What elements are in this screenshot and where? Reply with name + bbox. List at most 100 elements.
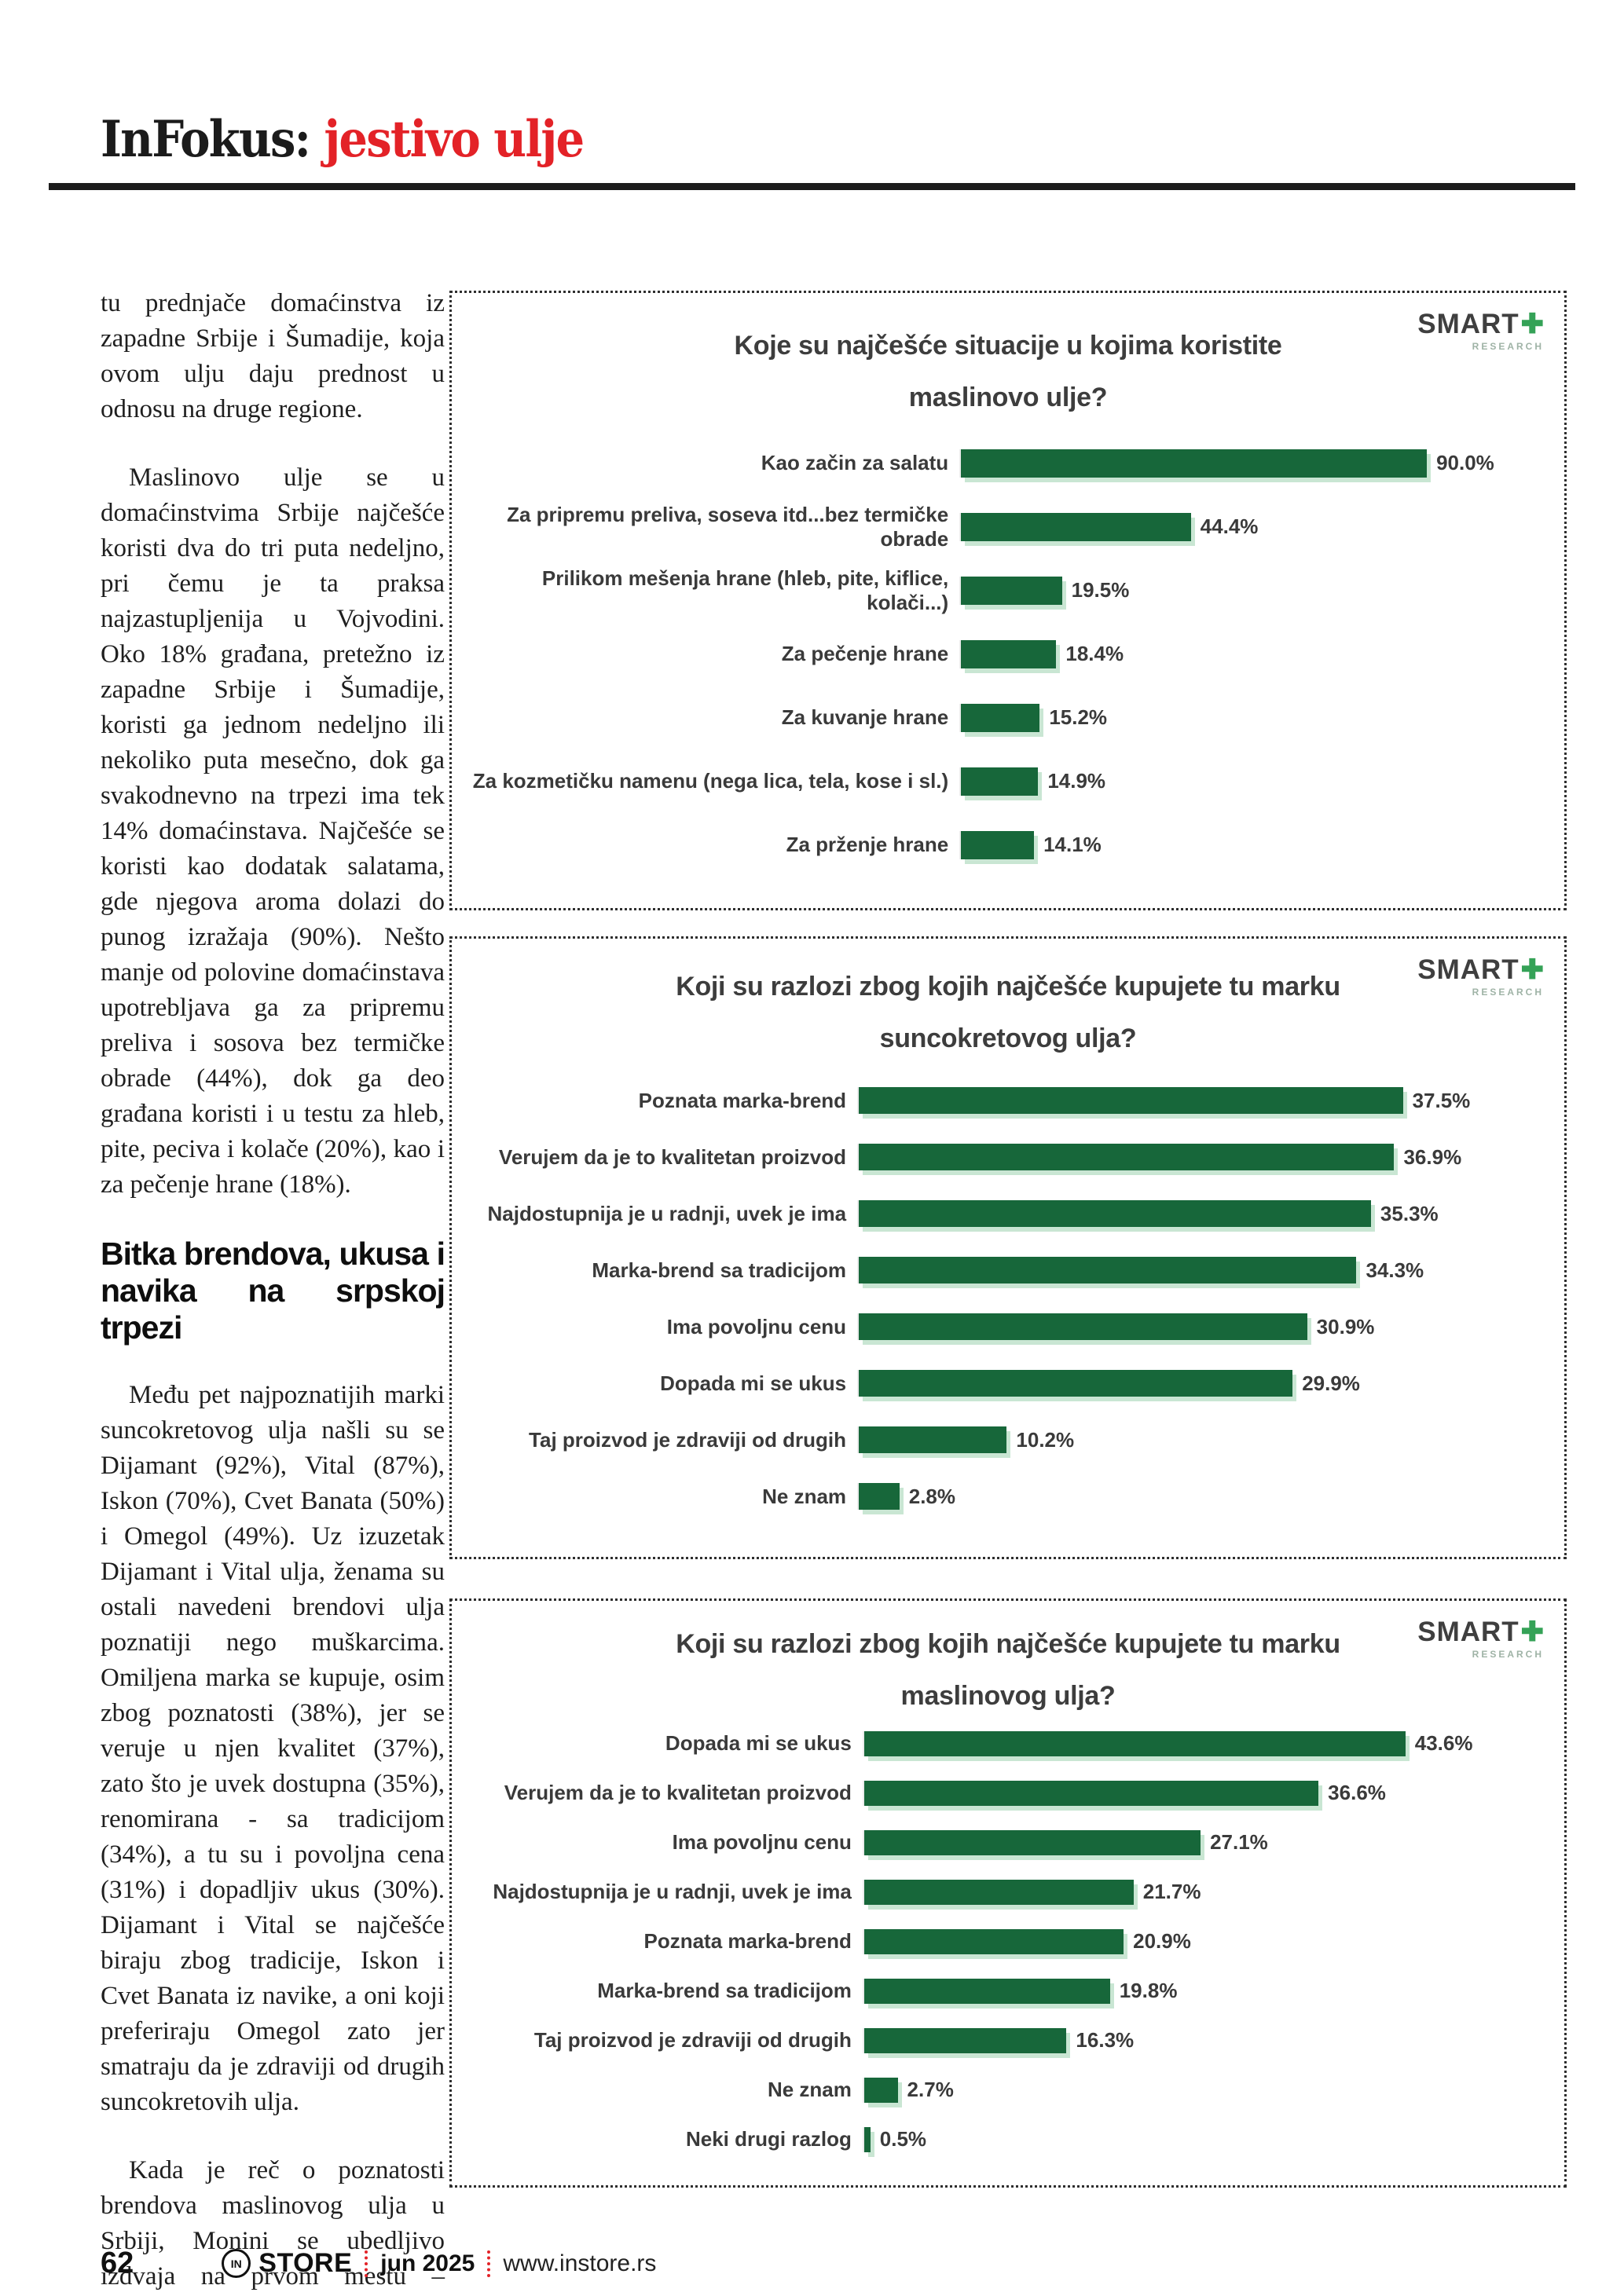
chart-box-olive-oil-reasons: SMART✚ RESEARCH Koji su razlozi zbog koj… (449, 1598, 1567, 2188)
bar-row: Ne znam 2.7% (464, 2065, 1541, 2115)
category-label: Poznata marka-brend (643, 1929, 852, 1954)
bar-row: Kao začin za salatu 90.0% (464, 431, 1541, 495)
smart-research-logo: SMART✚ RESEARCH (1417, 310, 1544, 351)
article-column: tu prednjače domaćinstva iz zapadne Srbi… (101, 286, 445, 2296)
bar (961, 512, 1191, 541)
bar-row: Marka-brend sa tradicijom 19.8% (464, 1966, 1541, 2016)
value-label: 16.3% (1076, 2028, 1135, 2052)
value-label: 20.9% (1133, 1929, 1191, 1953)
bar-row: Najdostupnija je u radnji, uvek je ima 35… (464, 1185, 1541, 1242)
logo-text: SMART (1417, 954, 1520, 985)
bar (863, 1780, 1319, 1806)
bar (863, 2027, 1067, 2053)
bar (863, 1978, 1110, 2004)
instore-brand: IN STORE (222, 2248, 352, 2279)
logo-subtext: RESEARCH (1472, 1649, 1544, 1660)
category-label: Ne znam (762, 1484, 847, 1508)
bar-row: Dopada mi se ukus 29.9% (464, 1355, 1541, 1412)
bar (859, 1313, 1307, 1340)
bar (863, 1879, 1134, 1905)
bar-row: Poznata marka-brend 37.5% (464, 1072, 1541, 1129)
value-label: 34.3% (1366, 1258, 1424, 1282)
bar (859, 1483, 900, 1510)
bar-track: 37.5% (857, 1087, 1541, 1114)
category-label: Za prženje hrane (786, 833, 949, 857)
logo-text: SMART (1417, 1617, 1520, 1647)
masthead-topic: jestivo ulje (324, 110, 585, 169)
bar-track: 90.0% (959, 449, 1541, 478)
bar-row: Za pripremu preliva, soseva itd...bez te… (464, 495, 1541, 558)
value-label: 10.2% (1016, 1427, 1075, 1452)
value-label: 30.9% (1316, 1314, 1375, 1338)
smart-research-logo: SMART✚ RESEARCH (1417, 956, 1544, 997)
value-label: 35.3% (1380, 1201, 1439, 1225)
value-label: 27.1% (1210, 1830, 1268, 1854)
footer-separator (487, 2250, 491, 2277)
bar-chart: Dopada mi se ukus 43.6% Verujem da je to k… (464, 1719, 1541, 2164)
chart-title: Koji su razlozi zbog kojih najčešće kupu… (676, 1629, 1340, 1711)
bar-row: Ima povoljnu cenu 30.9% (464, 1298, 1541, 1355)
bar-track: 15.2% (959, 703, 1541, 732)
value-label: 29.9% (1302, 1371, 1360, 1395)
category-label: Poznata marka-brend (638, 1088, 847, 1112)
masthead-prefix: InFokus: (101, 110, 324, 169)
bar-track: 34.3% (857, 1257, 1541, 1283)
page-footer: 62 IN STORE jun 2025 www.instore.rs (101, 2247, 656, 2280)
article-subhead: Bitka brendova, ukusa i navika na srpsko… (101, 1236, 445, 1346)
bar-track: 29.9% (857, 1370, 1541, 1397)
chart-box-sunflower-oil-reasons: SMART✚ RESEARCH Koji su razlozi zbog koj… (449, 936, 1567, 1559)
value-label: 15.2% (1049, 705, 1108, 729)
bar-row: Najdostupnija je u radnji, uvek je ima 21… (464, 1867, 1541, 1917)
category-label: Verujem da je to kvalitetan proizvod (504, 1781, 852, 1805)
category-label: Marka-brend sa tradicijom (597, 1979, 852, 2003)
bar-track: 0.5% (862, 2126, 1541, 2152)
value-label: 44.4% (1200, 514, 1259, 538)
category-label: Ne znam (767, 2078, 852, 2102)
logo-text: SMART (1417, 309, 1520, 339)
category-label: Neki drugi razlog (685, 2127, 852, 2151)
instore-logo-letters: IN (230, 2257, 242, 2270)
category-label: Taj proizvod je zdraviji od drugih (529, 1427, 847, 1452)
article-paragraph: Kada je reč o poznatosti brendova maslin… (101, 2156, 445, 2291)
bar (859, 1200, 1371, 1227)
bar-track: 2.8% (857, 1483, 1541, 1510)
bar (863, 1928, 1124, 1954)
bar (961, 767, 1039, 796)
smart-research-logo: SMART✚ RESEARCH (1417, 1618, 1544, 1659)
bar-track: 36.6% (862, 1780, 1541, 1806)
category-label: Prilikom mešenja hrane (hleb, pite, kifl… (541, 566, 949, 614)
bar-track: 35.3% (857, 1200, 1541, 1227)
category-label: Za kuvanje hrane (781, 705, 949, 730)
category-label: Najdostupnija je u radnji, uvek je ima (493, 1880, 852, 1904)
category-label: Kao začin za salatu (761, 451, 949, 475)
logo-subtext: RESEARCH (1472, 987, 1544, 998)
bar (961, 639, 1057, 668)
bar (859, 1370, 1293, 1397)
bar (863, 2126, 871, 2152)
bar-track: 18.4% (959, 639, 1541, 668)
article-paragraph: Među pet najpoznatijih marki suncokretov… (101, 1381, 445, 2116)
bar-track: 30.9% (857, 1313, 1541, 1340)
category-label: Ima povoljnu cenu (666, 1314, 847, 1338)
value-label: 37.5% (1412, 1088, 1471, 1112)
bar-track: 10.2% (857, 1426, 1541, 1453)
bar-row: Dopada mi se ukus 43.6% (464, 1719, 1541, 1768)
chart-box-olive-oil-usage: SMART✚ RESEARCH Koje su najčešće situaci… (449, 291, 1567, 910)
bar-row: Za prženje hrane 14.1% (464, 813, 1541, 877)
value-label: 14.1% (1043, 833, 1102, 856)
bar (863, 2077, 898, 2103)
bar-row: Za kuvanje hrane 15.2% (464, 686, 1541, 749)
page-title: InFokus: jestivo ulje (101, 110, 585, 169)
chart-title: Koje su najčešće situacije u kojima kori… (734, 331, 1282, 412)
bar (859, 1426, 1007, 1453)
bar (863, 1730, 1406, 1756)
bar-row: Marka-brend sa tradicijom 34.3% (464, 1242, 1541, 1298)
bar-track: 44.4% (959, 512, 1541, 541)
bar-track: 27.1% (862, 1829, 1541, 1855)
value-label: 2.7% (907, 2078, 954, 2101)
bar (863, 1829, 1201, 1855)
bar-track: 16.3% (862, 2027, 1541, 2053)
brand-name: STORE (258, 2248, 353, 2278)
bar (961, 703, 1040, 732)
bar-row: Taj proizvod je zdraviji od drugih 10.2% (464, 1412, 1541, 1468)
